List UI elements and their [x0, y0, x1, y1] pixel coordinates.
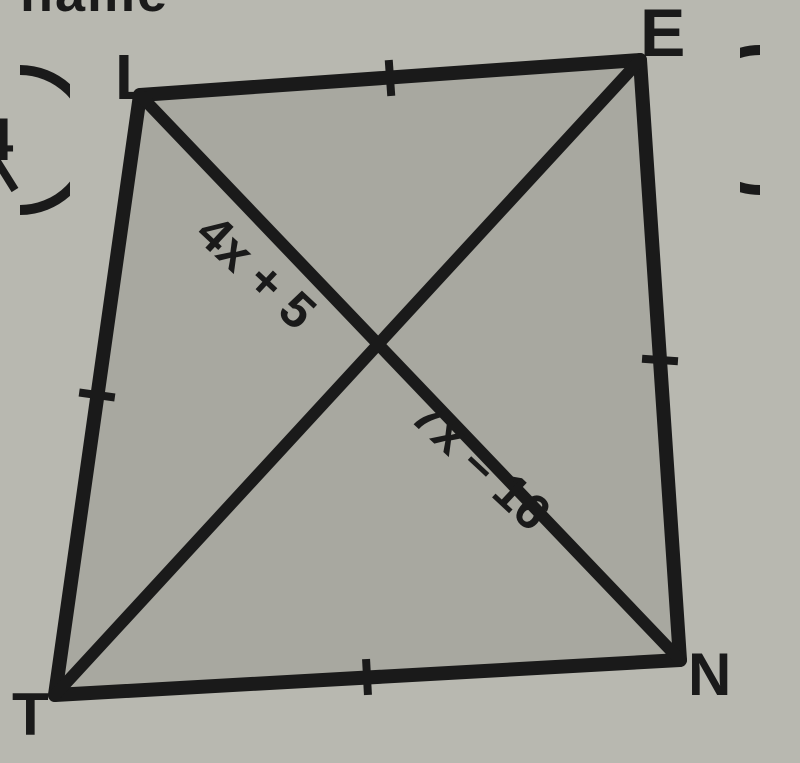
rhombus-svg: [0, 0, 800, 763]
tick-LE: [389, 60, 392, 96]
vertex-E: E: [640, 0, 685, 72]
vertex-N: N: [688, 640, 731, 709]
diagram-stage: name 4: [0, 0, 800, 763]
tick-TL: [79, 392, 115, 397]
vertex-T: T: [12, 680, 49, 749]
tick-NT: [366, 659, 368, 695]
vertex-L: L: [115, 40, 154, 114]
tick-EN: [642, 359, 678, 362]
